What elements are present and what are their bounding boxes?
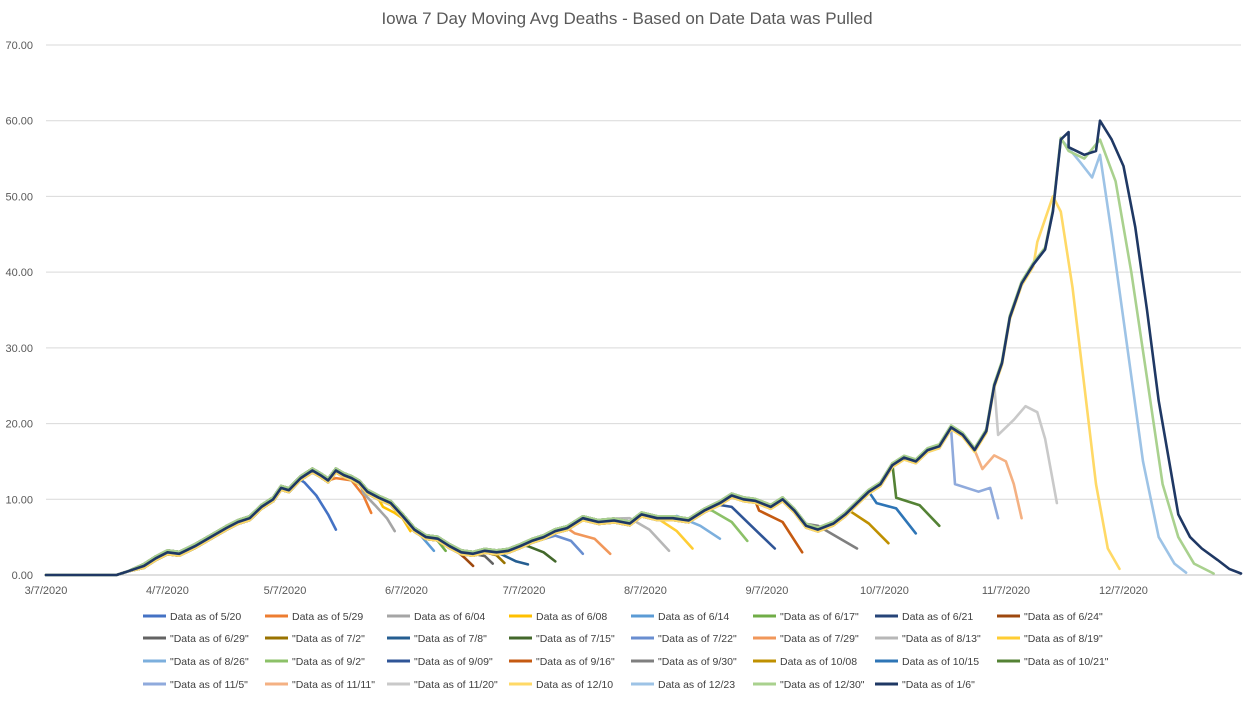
y-tick-label: 0.00	[12, 570, 33, 582]
legend-label: Data as of 6/14	[658, 611, 729, 623]
legend-label: Data as of 6/04	[414, 611, 485, 623]
y-axis-ticks: 0.00 10.00 20.00 30.00 40.00 50.00 60.00 70.00	[5, 40, 33, 582]
series-line	[44, 469, 373, 577]
x-tick-label: 7/7/2020	[503, 585, 546, 597]
legend-label: "Data as of 7/29"	[780, 633, 859, 645]
x-tick-label: 4/7/2020	[146, 585, 189, 597]
y-tick-label: 30.00	[5, 343, 33, 355]
series-line	[44, 471, 506, 577]
legend-label: "Data as of 6/29"	[170, 633, 249, 645]
x-tick-label: 10/7/2020	[860, 585, 909, 597]
legend-label: Data as of 6/08	[536, 611, 607, 623]
legend-label: "Data as of 12/30"	[780, 679, 865, 691]
legend: Data as of 5/20 Data as of 5/29 Data as of…	[143, 611, 1109, 691]
legend-label: "Data as of 8/19"	[1024, 633, 1103, 645]
series-line	[44, 462, 941, 577]
x-tick-label: 12/7/2020	[1099, 585, 1148, 597]
x-tick-label: 8/7/2020	[624, 585, 667, 597]
y-tick-label: 20.00	[5, 419, 33, 431]
x-tick-label: 9/7/2020	[746, 585, 789, 597]
legend-label: Data as of 12/23	[658, 679, 735, 691]
x-tick-label: 11/7/2020	[982, 585, 1030, 597]
series-line	[44, 469, 918, 577]
y-tick-label: 60.00	[5, 116, 33, 128]
x-axis-ticks: 3/7/2020 4/7/2020 5/7/2020 6/7/2020 7/7/2020…	[25, 585, 1148, 597]
grid-lines	[46, 44, 1241, 576]
legend-label: "Data as of 11/5"	[170, 679, 248, 691]
legend-label: "Data as of 11/20"	[414, 679, 498, 691]
legend-label: "Data as of 1/6"	[902, 679, 975, 691]
series-line	[44, 478, 338, 577]
y-tick-label: 70.00	[5, 40, 33, 52]
legend-label: "Data as of 8/26"	[170, 656, 249, 668]
y-tick-label: 10.00	[5, 494, 33, 506]
legend-label: "Data as of 6/24"	[1024, 611, 1103, 623]
series-line	[44, 138, 1188, 577]
legend-label: Data as of 10/15	[902, 656, 979, 668]
x-tick-label: 6/7/2020	[385, 585, 428, 597]
series-line	[44, 467, 494, 577]
series-line	[44, 467, 859, 577]
legend-label: "Data as of 11/11"	[292, 679, 375, 691]
legend-label: "Data as of 7/8"	[414, 633, 487, 645]
legend-label: "Data as of 7/15"	[536, 633, 615, 645]
series-line	[44, 469, 612, 577]
legend-label: "Data as of 9/30"	[658, 656, 737, 668]
legend-label: "Data as of 8/13"	[902, 633, 981, 645]
legend-label: Data as of 10/08	[780, 656, 857, 668]
legend-label: Data as of 5/29	[292, 611, 363, 623]
legend-label: "Data as of 9/2"	[292, 656, 365, 668]
chart-title: Iowa 7 Day Moving Avg Deaths - Based on …	[381, 9, 872, 28]
legend-label: "Data as of 6/17"	[780, 611, 859, 623]
legend-label: Data as of 5/20	[170, 611, 241, 623]
legend-label: "Data as of 7/2"	[292, 633, 365, 645]
series-lines	[44, 119, 1243, 577]
legend-label: "Data as of 10/21"	[1024, 656, 1109, 668]
series-line	[44, 467, 396, 577]
legend-label: Data as of 12/10	[536, 679, 613, 691]
x-tick-label: 5/7/2020	[264, 585, 307, 597]
series-line	[44, 469, 463, 577]
series-line	[44, 119, 1243, 577]
legend-label: "Data as of 9/09"	[414, 656, 493, 668]
y-tick-label: 40.00	[5, 267, 33, 279]
legend-label: "Data as of 7/22"	[658, 633, 737, 645]
series-line	[44, 136, 1215, 577]
series-line	[44, 469, 530, 577]
x-tick-label: 3/7/2020	[25, 585, 68, 597]
y-tick-label: 50.00	[5, 191, 33, 203]
legend-label: "Data as of 9/16"	[536, 656, 615, 668]
legend-label: Data as of 6/21	[902, 611, 973, 623]
series-line	[44, 467, 557, 577]
